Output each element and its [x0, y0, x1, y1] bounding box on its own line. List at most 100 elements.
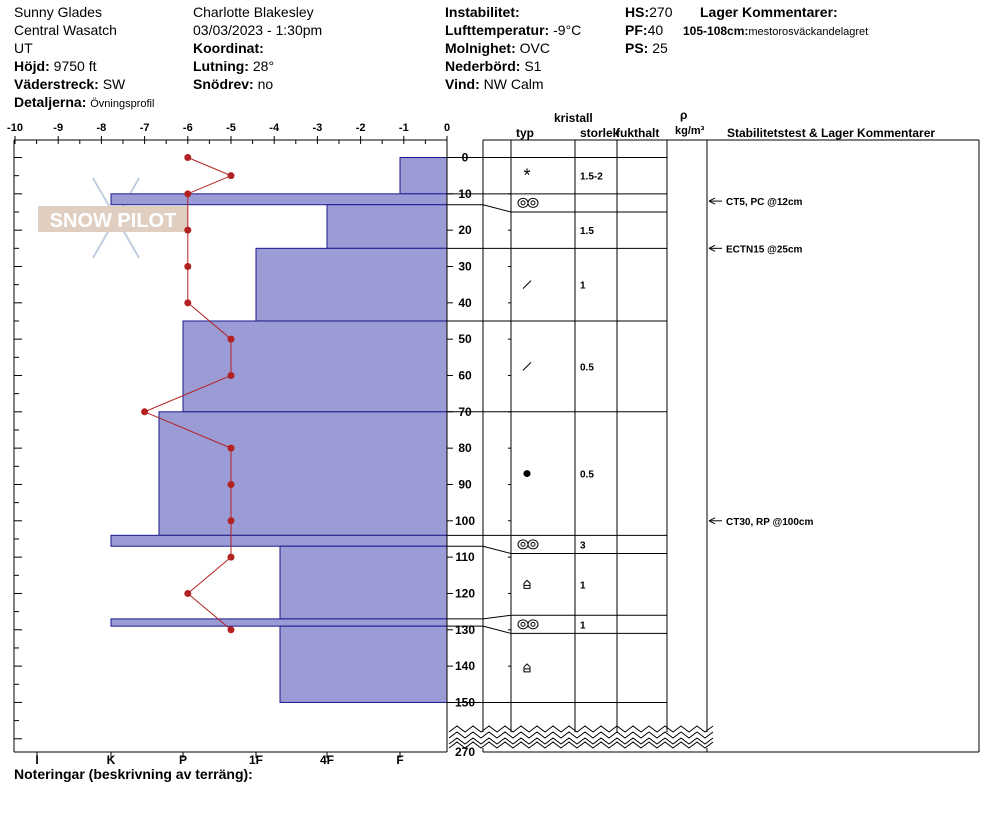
- layer-comment-row: 105-108cm:mestorosväckandelagret: [683, 23, 868, 40]
- temp-tick-label: 0: [444, 122, 450, 134]
- temperature-point: [184, 154, 192, 161]
- depth-tick-label: 70: [458, 405, 472, 419]
- instability-label: Instabilitet:: [445, 4, 520, 20]
- hardness-tick-label: 1F: [249, 753, 263, 767]
- logo-text: SNOW PILOT: [50, 210, 177, 232]
- col-crystal: kristall: [554, 111, 593, 125]
- precip-value: S1: [524, 58, 542, 74]
- temperature-point: [227, 335, 235, 343]
- depth-tick-label: 150: [455, 695, 475, 709]
- temperature-point: [227, 371, 235, 379]
- temp-tick-label: -2: [356, 122, 366, 134]
- depth-tick-label: 60: [458, 368, 472, 382]
- temperature-point: [227, 517, 235, 525]
- temperature-point: [227, 172, 235, 180]
- stability-arrowhead: [708, 517, 716, 525]
- snowflake-arm: [115, 217, 140, 259]
- details-label: Detaljerna:: [14, 94, 87, 110]
- precip-row: Nederbörd: S1: [445, 58, 541, 74]
- drift-value: no: [257, 76, 274, 92]
- temp-tick-label: -6: [183, 122, 193, 134]
- temperature-line: [143, 157, 233, 631]
- depth-tick-label: 50: [458, 332, 472, 346]
- depth-connector: [482, 204, 512, 213]
- surface-hoar-icon: [527, 197, 539, 208]
- depth-connector: [482, 614, 512, 620]
- ps-row: PS: 25: [625, 40, 668, 56]
- depth-tick-label: 80: [458, 441, 472, 455]
- col-size: storlek: [580, 126, 620, 140]
- wind-value: NW Calm: [483, 76, 544, 92]
- stability-test-label: ECTN15 @25cm: [726, 244, 803, 255]
- depth-tick-label: 110: [455, 550, 475, 564]
- stability-test-label: CT5, PC @12cm: [726, 197, 803, 208]
- hardness-tick-label: K: [107, 753, 116, 767]
- elevation-label: Höjd:: [14, 58, 50, 74]
- notes-label: Noteringar (beskrivning av terräng):: [14, 766, 253, 782]
- surface-hoar-icon: [517, 197, 529, 208]
- crystal-size-label: 0.5: [580, 362, 594, 373]
- stability-arrowhead: [708, 244, 716, 252]
- surface-hoar-icon: [530, 200, 536, 206]
- sky-label: Molnighet:: [445, 40, 516, 56]
- temp-tick-label: -4: [269, 122, 280, 134]
- ps-value: 25: [652, 40, 668, 56]
- col-density-unit: kg/m³: [675, 125, 705, 137]
- hardness-bar: [158, 411, 448, 536]
- depth-tick-label: 40: [458, 296, 472, 310]
- depth-connector: [482, 625, 512, 634]
- sky-row: Molnighet: OVC: [445, 40, 550, 56]
- temp-tick-label: -1: [399, 122, 409, 134]
- stability-test-label: CT30, RP @100cm: [726, 517, 813, 528]
- hardness-bar: [110, 534, 448, 547]
- hs-label: HS:: [625, 4, 650, 20]
- depth-tick-label: 0: [462, 151, 469, 165]
- hardness-tick-label: 4F: [320, 753, 334, 767]
- break-zigzag: [448, 737, 714, 745]
- depth-tick-label: 10: [458, 187, 472, 201]
- crystal-size-label: 1.5-2: [580, 172, 603, 183]
- depth-max-label: 270: [455, 745, 475, 759]
- temperature-point: [184, 589, 192, 597]
- depth-tick-label: 120: [455, 586, 475, 600]
- logo-band: [38, 206, 188, 232]
- surface-hoar-icon: [530, 621, 536, 627]
- depth-hoar-icon: [523, 663, 531, 673]
- airtemp-value: -9°C: [553, 22, 582, 38]
- depth-tick-label: 100: [455, 514, 475, 528]
- drift-label: Snödrev:: [193, 76, 254, 92]
- temperature-point: [184, 262, 192, 270]
- snowflake-arm: [92, 217, 117, 259]
- crystal-size-label: 1: [580, 580, 586, 591]
- aspect-label: Väderstreck:: [14, 76, 99, 92]
- depth-tick-label: 130: [455, 623, 475, 637]
- temperature-point: [227, 480, 235, 488]
- sky-value: OVC: [519, 40, 550, 56]
- hardness-bar: [279, 625, 448, 703]
- surface-hoar-icon: [517, 619, 529, 630]
- crystal-size-label: 1: [580, 620, 586, 631]
- crystal-size-label: 3: [580, 540, 586, 551]
- range: Central Wasatch: [14, 22, 117, 38]
- temp-tick-label: -10: [7, 122, 23, 134]
- temperature-point: [184, 226, 192, 234]
- hardness-bar: [279, 545, 448, 620]
- layer-comment-text: mestorosväckandelagret: [748, 26, 869, 38]
- temperature-point: [227, 626, 235, 634]
- pf-label: PF:: [625, 22, 648, 38]
- depth-tick-label: 20: [458, 223, 472, 237]
- wind-row: Vind: NW Calm: [445, 76, 544, 92]
- snowflake-arm: [115, 177, 140, 219]
- crystal-size-label: 0.5: [580, 470, 594, 481]
- col-stability: Stabilitetstest & Lager Kommentarer: [727, 126, 936, 140]
- hardness-bar: [110, 618, 448, 627]
- pf-row: PF:40: [625, 22, 663, 38]
- break-zigzag: [448, 741, 714, 749]
- temperature-point: [227, 444, 235, 452]
- temp-tick-label: -9: [53, 122, 63, 134]
- elevation-row: Höjd: 9750 ft: [14, 58, 96, 74]
- col-moisture: fukthalt: [616, 126, 660, 140]
- hardness-bar: [399, 157, 448, 195]
- hardness-tick-label: F: [396, 753, 403, 767]
- temperature-point: [184, 190, 192, 198]
